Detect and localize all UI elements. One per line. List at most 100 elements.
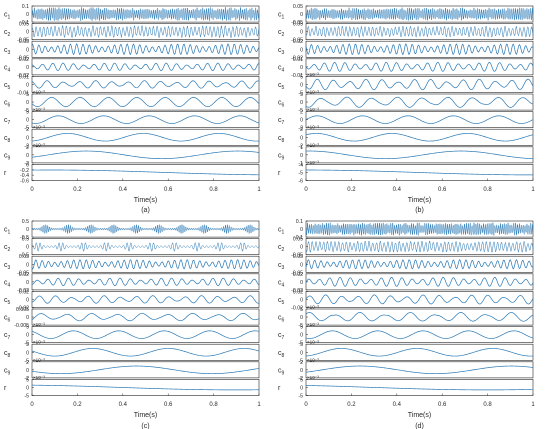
row-axes-box (305, 361, 534, 379)
x-tick-label: 0.6 (164, 187, 173, 193)
y-tick-label: -1 (298, 161, 303, 167)
row-label-subscript: 9 (8, 370, 11, 376)
y-tick-label: 0.05 (293, 254, 303, 260)
row-signal-trace (305, 348, 534, 357)
row-signal-trace (305, 115, 534, 124)
y-tick-label: -5 (24, 126, 29, 132)
y-tick-label: 2 (300, 110, 303, 116)
y-tick-label: 0 (300, 82, 303, 88)
row-label-subscript: 2 (8, 32, 11, 38)
row-axes-box (31, 361, 260, 379)
row-axes-box (31, 146, 260, 164)
row-label-letter: c (4, 152, 8, 159)
y-tick-label: 0 (26, 297, 29, 303)
row-label: c5 (278, 297, 285, 306)
row-signal-trace (31, 384, 259, 391)
y-exponent-label: ×10⁻³ (33, 322, 45, 327)
row-label-letter: c (278, 152, 282, 159)
row-axes-box (31, 291, 260, 308)
x-tick-label: 0 (30, 187, 34, 193)
x-axis-label: Time(s) (134, 197, 157, 204)
row-axes-box (31, 128, 260, 146)
y-tick-label: 0 (26, 280, 29, 286)
row-label-letter: c (278, 350, 282, 357)
row-signal-trace (305, 385, 534, 391)
x-tick-label: 0.6 (438, 402, 447, 408)
row-label: c7 (4, 332, 11, 341)
y-tick-label: -2 (24, 376, 29, 382)
row-label-subscript: 8 (282, 138, 285, 144)
y-tick-label: -5 (24, 358, 29, 364)
y-tick-label: -0.5 (20, 253, 29, 259)
row-signal-trace (31, 295, 260, 304)
y-exponent-label: ×10⁻³ (307, 72, 319, 77)
y-tick-label: 0.005 (16, 307, 29, 313)
y-tick-label: -5 (298, 323, 303, 329)
row-label: c8 (278, 350, 285, 359)
row-label: c1 (4, 227, 11, 236)
row-label-subscript: 7 (8, 120, 11, 126)
y-tick-label: 2 (300, 360, 303, 366)
y-tick-label: 0.05 (293, 22, 303, 28)
y-tick-label: 0.05 (19, 22, 29, 28)
y-tick-label: 0.5 (22, 219, 29, 225)
row-signal-trace (305, 96, 534, 108)
y-tick-label: -0.2 (20, 168, 29, 174)
row-label: c8 (278, 135, 285, 144)
row-label: c6 (4, 315, 11, 324)
y-tick-label: -5 (24, 394, 29, 400)
row-label-letter: c (278, 47, 282, 54)
row-label: c6 (278, 315, 285, 324)
row-label: c1 (278, 227, 285, 236)
x-tick-label: 0.2 (347, 402, 356, 408)
row-signal-trace (305, 312, 534, 322)
y-tick-label: 5 (300, 307, 303, 313)
row-label: c1 (4, 12, 11, 21)
row-label-subscript: 9 (282, 155, 285, 161)
y-tick-label: 2 (26, 145, 29, 151)
row-label-subscript: 8 (282, 353, 285, 359)
x-tick-label: 1 (257, 187, 261, 193)
subplot-panel-b: 0.050-0.05c10.050-0.05c20.020-0.02c30.01… (278, 4, 535, 214)
row-label: c9 (4, 367, 11, 376)
row-signal-trace (31, 150, 260, 160)
row-signal-trace (31, 62, 260, 72)
y-tick-label: 0 (300, 47, 303, 53)
y-tick-label: -0.1 (20, 20, 29, 26)
row-label-letter: c (278, 12, 282, 19)
y-exponent-label: ×10⁻³ (307, 375, 319, 380)
y-tick-label: -0.5 (20, 235, 29, 241)
row-label-subscript: 7 (282, 335, 285, 341)
row-label-letter: c (4, 100, 8, 107)
row-signal-trace (31, 133, 260, 142)
y-tick-label: -4 (298, 162, 303, 168)
y-tick-label: 5 (300, 325, 303, 331)
row-label-subscript: 1 (8, 15, 11, 21)
row-label: c9 (4, 152, 11, 161)
row-label-letter: c (278, 117, 282, 124)
row-label-subscript: 3 (282, 265, 285, 271)
row-signal-trace (32, 169, 260, 176)
row-label-letter: c (278, 227, 282, 234)
row-label-subscript: 5 (282, 300, 285, 306)
y-exponent-label: ×10⁻³ (307, 305, 319, 310)
y-exponent-label: ×10⁻³ (33, 340, 45, 345)
row-label: c3 (278, 262, 285, 271)
row-label: r (4, 385, 7, 392)
y-tick-label: -0.6 (20, 179, 29, 185)
row-axes-box (31, 164, 260, 181)
y-exponent-label: ×10⁻³ (307, 90, 319, 95)
row-signal-trace (305, 294, 534, 305)
y-tick-label: 0 (26, 30, 29, 36)
y-tick-label: -5 (298, 394, 303, 400)
row-label: c4 (278, 64, 285, 73)
y-tick-label: 0.05 (293, 4, 303, 10)
y-tick-label: -0.01 (17, 91, 29, 97)
x-axis-label: Time(s) (408, 412, 431, 419)
y-tick-label: 2 (300, 127, 303, 133)
y-tick-label: -0.05 (17, 38, 29, 44)
row-label: c3 (4, 262, 11, 271)
row-label-letter: c (4, 367, 8, 374)
y-tick-label: 0 (300, 333, 303, 339)
